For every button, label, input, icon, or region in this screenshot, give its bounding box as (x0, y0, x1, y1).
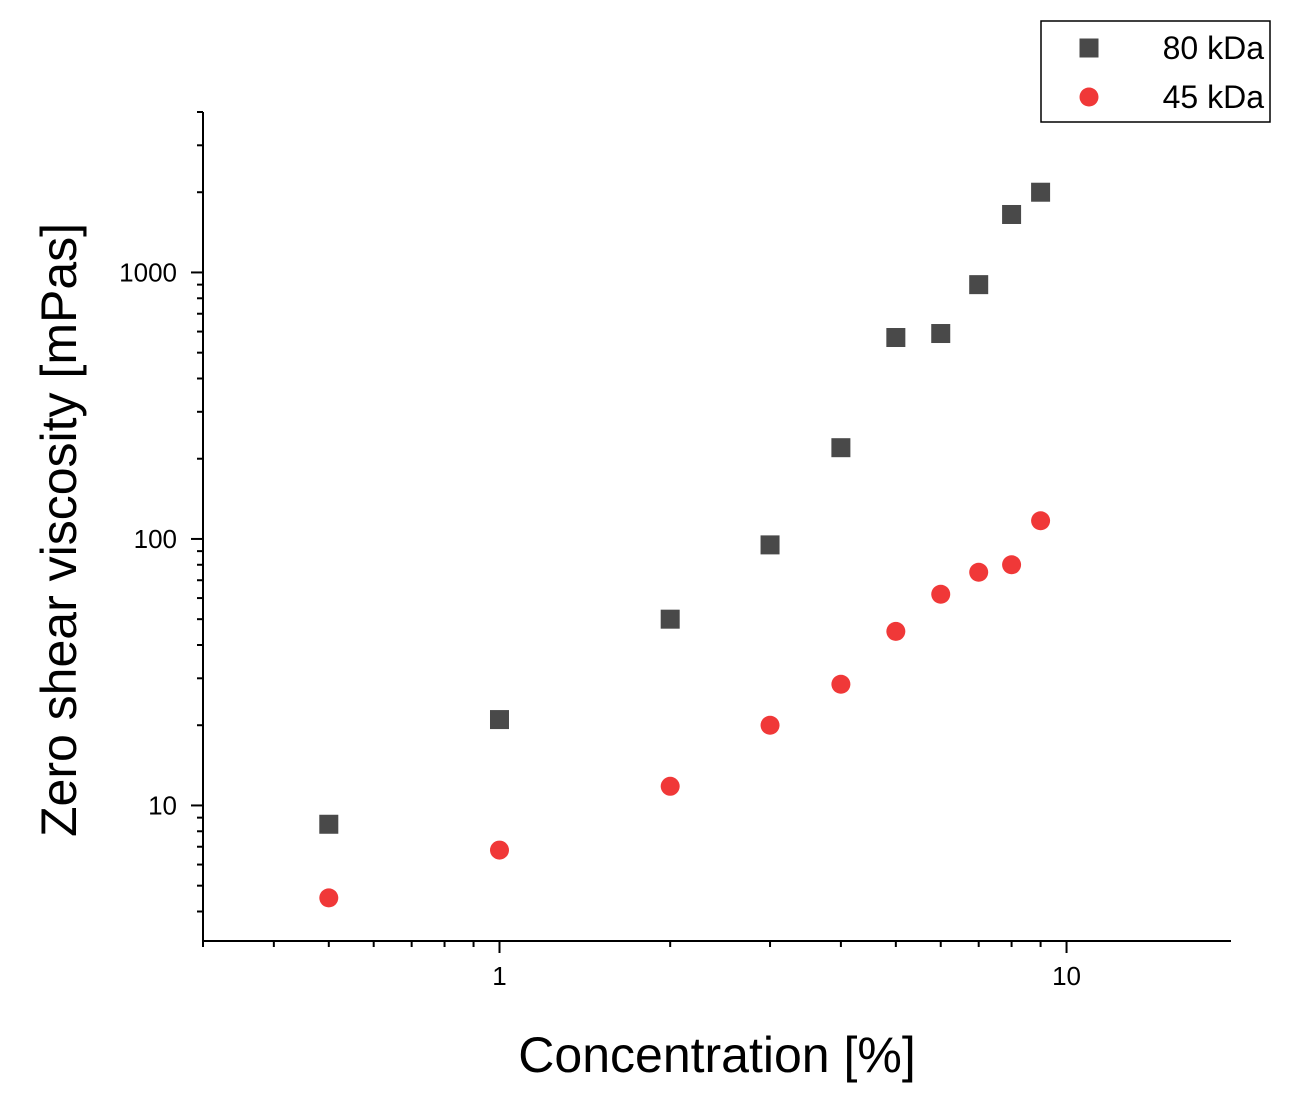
series-80-kda (319, 182, 1051, 834)
x-tick-label: 1 (492, 961, 506, 991)
data-point-80-kda (660, 609, 680, 629)
data-point-80-kda (489, 710, 509, 730)
legend-marker-45-kda (1079, 87, 1099, 107)
series-45-kda (319, 511, 1051, 908)
data-point-45-kda (831, 674, 851, 694)
data-point-80-kda (1002, 204, 1022, 224)
data-point-80-kda (319, 814, 339, 834)
data-point-80-kda (931, 324, 951, 344)
data-point-45-kda (969, 562, 989, 582)
legend: 80 kDa 45 kDa (1040, 20, 1271, 123)
data-point-80-kda (886, 328, 906, 348)
data-point-80-kda (969, 275, 989, 295)
data-markers (319, 182, 1051, 908)
data-point-45-kda (319, 888, 339, 908)
data-point-45-kda (1002, 555, 1022, 575)
data-point-45-kda (931, 584, 951, 604)
y-axis-title: Zero shear viscosity [mPas] (31, 223, 87, 837)
data-point-45-kda (886, 621, 906, 641)
y-tick-label: 1000 (119, 257, 177, 287)
legend-marker-80-kda (1079, 38, 1099, 58)
x-tick-label: 10 (1052, 961, 1081, 991)
y-tick-label: 10 (148, 790, 177, 820)
data-point-45-kda (660, 776, 680, 796)
x-ticks: 1 10 (202, 941, 1081, 991)
data-point-80-kda (1031, 182, 1051, 202)
data-point-45-kda (489, 840, 509, 860)
data-point-45-kda (1031, 511, 1051, 531)
y-ticks: 10 100 1000 (119, 111, 203, 913)
x-axis-title: Concentration [%] (518, 1027, 915, 1083)
data-point-80-kda (831, 438, 851, 458)
legend-label-80-kda: 80 kDa (1163, 30, 1265, 66)
legend-label-45-kda: 45 kDa (1163, 79, 1265, 115)
legend-box (1040, 20, 1271, 123)
data-point-45-kda (760, 715, 780, 735)
y-tick-label: 100 (134, 524, 177, 554)
data-point-80-kda (760, 535, 780, 555)
axes: 1 10 10 100 1000 (119, 111, 1231, 991)
